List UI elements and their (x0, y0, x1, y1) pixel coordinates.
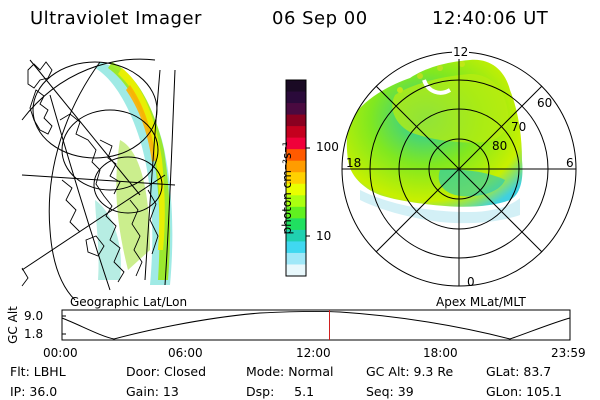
info-dsp: Dsp: 5.1 (246, 384, 315, 399)
polar-plot-panel (341, 51, 577, 287)
mlt-label-18: 18 (346, 156, 362, 170)
apex-label: Apex MLat/MLT (436, 295, 526, 309)
date-label: 06 Sep 00 (272, 8, 368, 29)
altitude-tick-9: 9.0 (24, 309, 44, 323)
info-glat: GLat: 83.7 (486, 364, 552, 379)
colorbar-tick-100: 100 (316, 140, 339, 154)
altitude-plot (61, 309, 571, 341)
time-tick-1200: 12:00 (296, 346, 331, 360)
colorbar-segment (286, 183, 306, 196)
colorbar-unit-label: photon cm⁻²s⁻¹ (280, 141, 294, 235)
info-gain: Gain: 13 (126, 384, 179, 399)
time-label: 12:40:06 UT (432, 8, 549, 29)
time-tick-2359: 23:59 (551, 346, 586, 360)
info-mode: Mode: Normal (246, 364, 334, 379)
info-glon: GLon: 105.1 (486, 384, 562, 399)
info-ip: IP: 36.0 (10, 384, 58, 399)
colorbar-segment (286, 80, 306, 93)
mlat-label-80: 80 (492, 139, 508, 153)
mlat-label-60: 60 (537, 96, 553, 110)
colorbar-segment (286, 91, 306, 104)
mlt-label-6: 6 (566, 156, 574, 170)
info-flt: Flt: LBHL (10, 364, 66, 379)
colorbar-segment (286, 264, 306, 277)
info-gc-alt: GC Alt: 9.3 Re (366, 364, 454, 379)
mlat-label-70: 70 (511, 120, 527, 134)
time-tick-0600: 06:00 (168, 346, 203, 360)
colorbar-segment (286, 172, 306, 185)
altitude-axis-label: GC Alt (5, 306, 20, 344)
time-tick-1800: 18:00 (423, 346, 458, 360)
current-time-marker (329, 310, 330, 340)
colorbar-segment (286, 252, 306, 266)
colorbar-segment (286, 149, 306, 162)
mlt-label-0: 0 (467, 275, 475, 289)
colorbar-tick-10: 10 (316, 229, 332, 243)
colorbar-segment (286, 160, 306, 173)
altitude-tick-1-8: 1.8 (24, 327, 44, 341)
colorbar-segment (286, 229, 306, 243)
colorbar-segment (286, 103, 306, 116)
colorbar-segment (286, 241, 306, 254)
colorbar-segment (286, 218, 306, 231)
colorbar-segment (286, 206, 306, 219)
colorbar-segment (286, 137, 306, 150)
info-door: Door: Closed (126, 364, 207, 379)
info-seq: Seq: 39 (366, 384, 414, 399)
colorbar-segment (286, 114, 306, 127)
auroral-emission-left (95, 62, 173, 285)
geographic-map-panel (21, 58, 176, 301)
colorbar-frame (285, 79, 307, 277)
colorbar-segment (286, 126, 306, 139)
instrument-title: Ultraviolet Imager (30, 8, 202, 29)
mlt-label-12: 12 (452, 45, 470, 59)
colorbar (285, 79, 310, 277)
colorbar-segment (286, 195, 306, 208)
geographic-label: Geographic Lat/Lon (70, 295, 188, 309)
time-tick-0000: 00:00 (43, 346, 78, 360)
